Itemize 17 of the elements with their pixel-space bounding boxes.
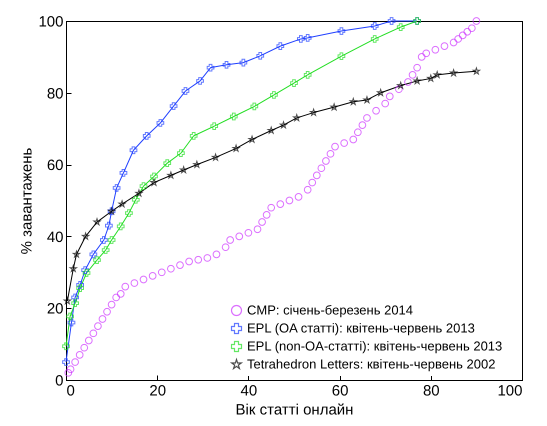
y-tick-label: 20 <box>46 300 64 318</box>
y-tick-label: 40 <box>46 228 64 246</box>
x-tick-label: 60 <box>332 382 348 400</box>
x-tick-label: 0 <box>66 382 75 400</box>
legend-label: EPL (non-OA-статті): квітень-червень 2013 <box>247 338 502 354</box>
y-axis-title: % завантажень <box>18 147 36 254</box>
x-tick-label: 80 <box>422 382 440 400</box>
legend-label: CMP: січень-березень 2014 <box>247 302 414 318</box>
x-tick-label: 20 <box>149 382 166 400</box>
x-axis-title: Вік статті онлайн <box>236 402 354 418</box>
y-tick-label: 100 <box>38 14 64 30</box>
x-tick-label: 40 <box>240 382 258 400</box>
legend-label: EPL (OA статті): квітень-червень 2013 <box>247 320 475 336</box>
legend-label: Tetrahedron Letters: квітень-червень 2002 <box>247 356 496 372</box>
x-tick-label: 100 <box>497 382 522 400</box>
y-tick-label: 60 <box>46 157 64 174</box>
y-tick-label: 80 <box>46 85 64 102</box>
